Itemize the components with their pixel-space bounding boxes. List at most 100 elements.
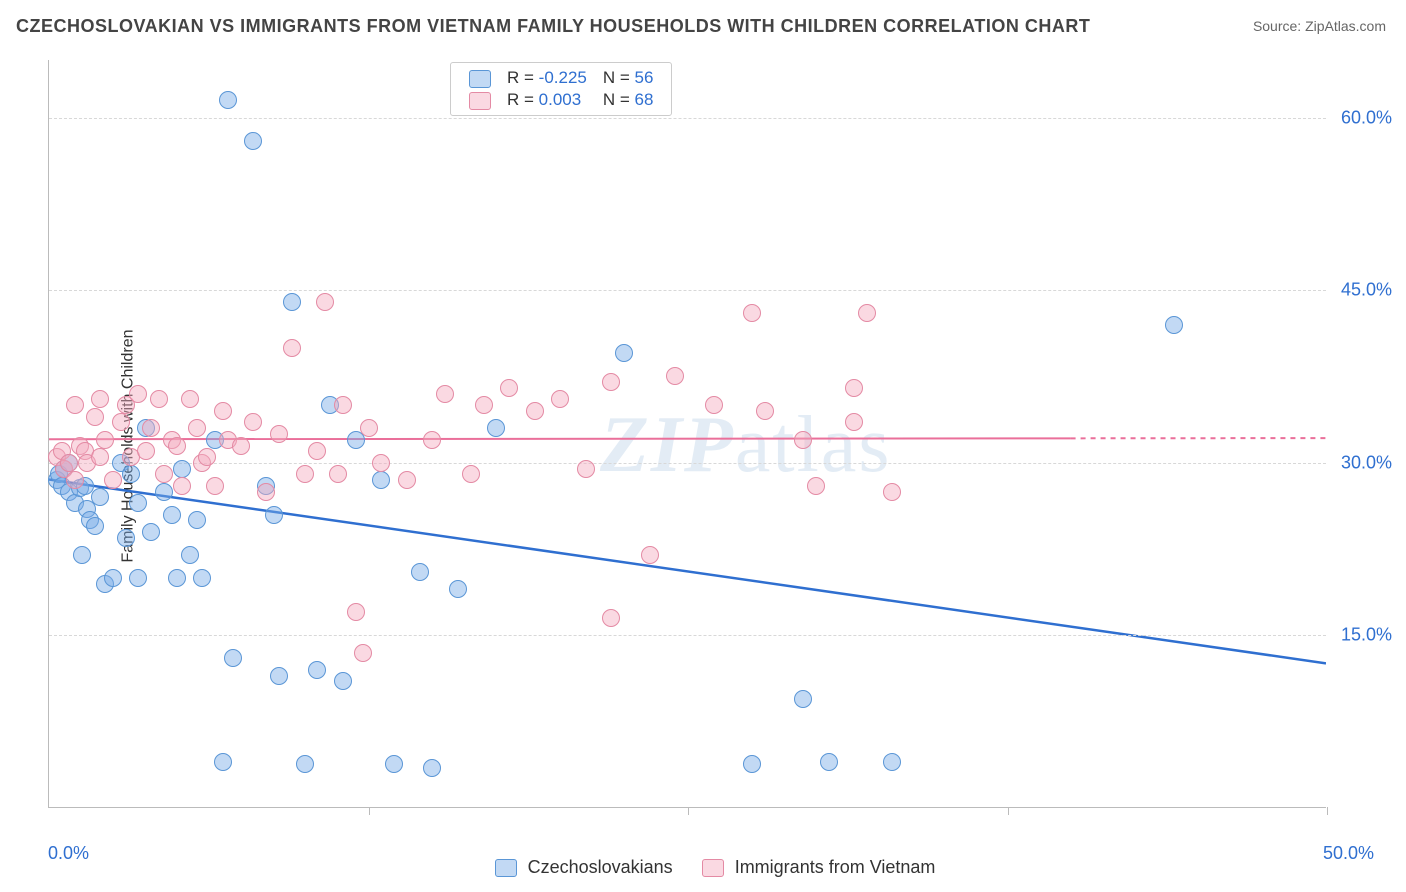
- swatch-series-1: [469, 70, 491, 88]
- y-tick-label: 45.0%: [1341, 280, 1392, 301]
- scatter-point: [641, 546, 659, 564]
- scatter-point: [602, 609, 620, 627]
- scatter-point: [883, 483, 901, 501]
- scatter-point: [265, 506, 283, 524]
- scatter-point: [117, 529, 135, 547]
- gridline: [49, 290, 1326, 291]
- correlation-legend: R = -0.225 N = 56 R = 0.003 N = 68: [450, 62, 672, 116]
- scatter-point: [96, 431, 114, 449]
- scatter-point: [705, 396, 723, 414]
- scatter-point: [270, 667, 288, 685]
- gridline: [49, 118, 1326, 119]
- scatter-point: [500, 379, 518, 397]
- scatter-point: [423, 759, 441, 777]
- scatter-point: [360, 419, 378, 437]
- scatter-point: [168, 437, 186, 455]
- x-tick: [369, 807, 370, 815]
- scatter-point: [296, 465, 314, 483]
- scatter-point: [602, 373, 620, 391]
- x-tick: [1008, 807, 1009, 815]
- scatter-point: [232, 437, 250, 455]
- scatter-point: [214, 753, 232, 771]
- scatter-point: [462, 465, 480, 483]
- scatter-point: [308, 442, 326, 460]
- x-min-label: 0.0%: [48, 843, 89, 864]
- scatter-point: [334, 672, 352, 690]
- scatter-point: [206, 477, 224, 495]
- scatter-point: [475, 396, 493, 414]
- scatter-point: [1165, 316, 1183, 334]
- scatter-point: [347, 603, 365, 621]
- scatter-plot: [48, 60, 1326, 808]
- scatter-point: [845, 413, 863, 431]
- scatter-point: [86, 517, 104, 535]
- scatter-point: [163, 506, 181, 524]
- swatch-series-2: [469, 92, 491, 110]
- scatter-point: [66, 471, 84, 489]
- n-value-1: 56: [635, 68, 654, 87]
- swatch-bottom-1: [495, 859, 517, 877]
- scatter-point: [173, 477, 191, 495]
- scatter-point: [181, 546, 199, 564]
- scatter-point: [334, 396, 352, 414]
- r-value-2: 0.003: [539, 90, 582, 109]
- scatter-point: [60, 454, 78, 472]
- legend-label-1: Czechoslovakians: [528, 857, 673, 877]
- scatter-point: [820, 753, 838, 771]
- scatter-point: [91, 448, 109, 466]
- scatter-point: [487, 419, 505, 437]
- scatter-point: [112, 413, 130, 431]
- scatter-point: [104, 471, 122, 489]
- scatter-point: [91, 488, 109, 506]
- scatter-point: [86, 408, 104, 426]
- scatter-point: [372, 454, 390, 472]
- legend-row-1: R = -0.225 N = 56: [461, 67, 661, 89]
- scatter-point: [122, 465, 140, 483]
- gridline: [49, 463, 1326, 464]
- r-value-1: -0.225: [539, 68, 587, 87]
- scatter-point: [756, 402, 774, 420]
- scatter-point: [244, 413, 262, 431]
- scatter-point: [214, 402, 232, 420]
- scatter-point: [270, 425, 288, 443]
- scatter-point: [155, 465, 173, 483]
- scatter-point: [411, 563, 429, 581]
- y-tick-label: 60.0%: [1341, 107, 1392, 128]
- scatter-point: [385, 755, 403, 773]
- y-tick-label: 15.0%: [1341, 625, 1392, 646]
- legend-label-2: Immigrants from Vietnam: [735, 857, 936, 877]
- trend-lines: [49, 60, 1326, 807]
- gridline: [49, 635, 1326, 636]
- scatter-point: [398, 471, 416, 489]
- x-tick: [688, 807, 689, 815]
- x-tick: [1327, 807, 1328, 815]
- scatter-point: [354, 644, 372, 662]
- scatter-point: [551, 390, 569, 408]
- scatter-point: [198, 448, 216, 466]
- scatter-point: [449, 580, 467, 598]
- scatter-point: [129, 385, 147, 403]
- scatter-point: [372, 471, 390, 489]
- scatter-point: [743, 304, 761, 322]
- scatter-point: [129, 569, 147, 587]
- scatter-point: [577, 460, 595, 478]
- source-label: Source: ZipAtlas.com: [1253, 18, 1386, 34]
- scatter-point: [743, 755, 761, 773]
- scatter-point: [615, 344, 633, 362]
- scatter-point: [423, 431, 441, 449]
- scatter-point: [858, 304, 876, 322]
- scatter-point: [845, 379, 863, 397]
- scatter-point: [66, 396, 84, 414]
- scatter-point: [296, 755, 314, 773]
- scatter-point: [244, 132, 262, 150]
- scatter-point: [173, 460, 191, 478]
- swatch-bottom-2: [702, 859, 724, 877]
- scatter-point: [224, 649, 242, 667]
- page-title: CZECHOSLOVAKIAN VS IMMIGRANTS FROM VIETN…: [16, 16, 1090, 37]
- scatter-point: [283, 339, 301, 357]
- scatter-point: [283, 293, 301, 311]
- scatter-point: [188, 511, 206, 529]
- scatter-point: [526, 402, 544, 420]
- x-max-label: 50.0%: [1323, 843, 1374, 864]
- scatter-point: [807, 477, 825, 495]
